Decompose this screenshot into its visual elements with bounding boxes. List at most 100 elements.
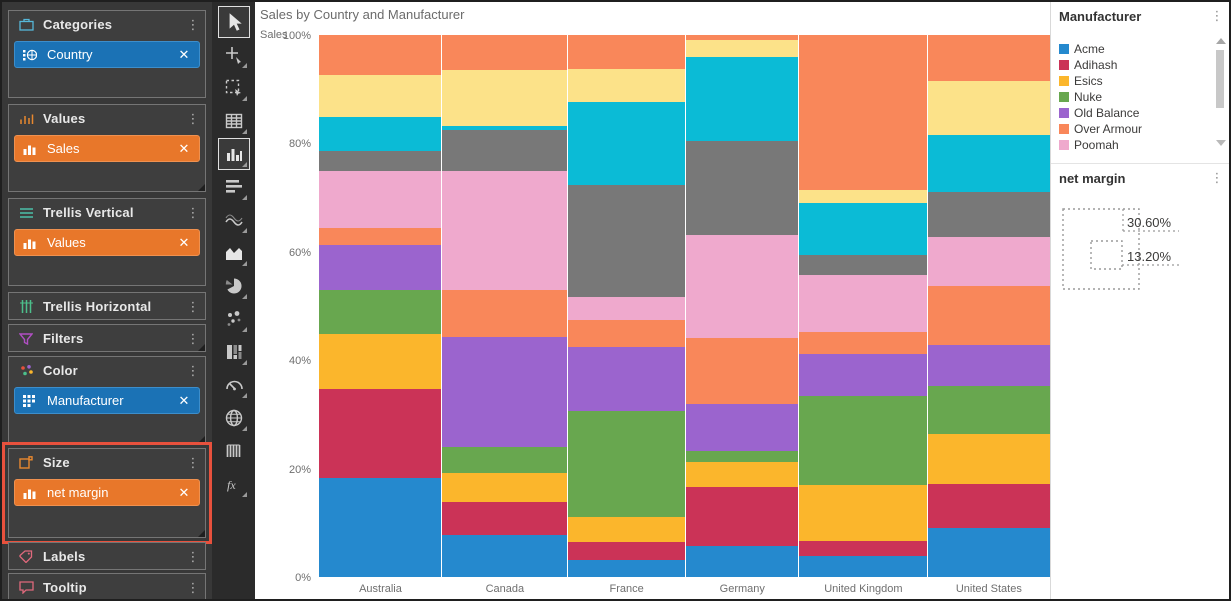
tool-scatter-chart-icon[interactable] xyxy=(218,303,250,335)
mekko-segment-hidden-10[interactable] xyxy=(685,39,798,57)
scroll-down-icon[interactable] xyxy=(1216,140,1226,146)
field-chip-values[interactable]: Values ✕ xyxy=(14,229,200,256)
field-chip-manufacturer[interactable]: Manufacturer ✕ xyxy=(14,387,200,414)
scroll-up-icon[interactable] xyxy=(1216,38,1226,44)
tool-sparkline-strip-icon[interactable] xyxy=(218,435,250,467)
mekko-segment-hidden-10[interactable] xyxy=(319,74,441,118)
mekko-segment-hidden-8[interactable] xyxy=(798,255,927,275)
mekko-segment-hidden-10[interactable] xyxy=(927,81,1050,136)
mekko-segment-old-balance[interactable] xyxy=(685,403,798,452)
mekko-segment-acme[interactable] xyxy=(798,555,927,577)
mekko-segment-adihash[interactable] xyxy=(798,541,927,556)
mekko-segment-hidden-8[interactable] xyxy=(567,185,685,297)
mekko-segment-poomah[interactable] xyxy=(319,170,441,229)
mekko-segment-esics[interactable] xyxy=(798,485,927,542)
mekko-segment-hidden-8[interactable] xyxy=(685,141,798,235)
tool-gauge-icon[interactable] xyxy=(218,369,250,401)
tool-table-icon[interactable] xyxy=(218,105,250,137)
mekko-segment-old-balance[interactable] xyxy=(927,345,1050,386)
mekko-segment-hidden-11[interactable] xyxy=(798,35,927,191)
kebab-menu-icon[interactable]: ⋮ xyxy=(186,204,200,220)
legend-item-esics[interactable]: Esics xyxy=(1059,73,1229,89)
mekko-segment-over-armour[interactable] xyxy=(798,332,927,354)
mekko-segment-nuke[interactable] xyxy=(798,396,927,486)
kebab-menu-icon[interactable]: ⋮ xyxy=(186,579,200,595)
mekko-segment-nuke[interactable] xyxy=(685,451,798,463)
mekko-segment-hidden-9[interactable] xyxy=(567,102,685,186)
mekko-segment-hidden-9[interactable] xyxy=(441,125,567,131)
mekko-segment-hidden-9[interactable] xyxy=(798,202,927,256)
mekko-segment-hidden-10[interactable] xyxy=(798,190,927,203)
mekko-segment-hidden-10[interactable] xyxy=(567,68,685,103)
mekko-segment-poomah[interactable] xyxy=(927,237,1050,286)
mekko-segment-nuke[interactable] xyxy=(319,289,441,335)
mekko-segment-hidden-11[interactable] xyxy=(441,35,567,71)
legend-item-old-balance[interactable]: Old Balance xyxy=(1059,105,1229,121)
kebab-menu-icon[interactable]: ⋮ xyxy=(186,454,200,470)
legend-item-nuke[interactable]: Nuke xyxy=(1059,89,1229,105)
mekko-segment-adihash[interactable] xyxy=(927,483,1050,529)
mekko-segment-adihash[interactable] xyxy=(441,502,567,536)
tool-line-chart-icon[interactable] xyxy=(218,204,250,236)
mekko-segment-esics[interactable] xyxy=(441,472,567,503)
kebab-menu-icon[interactable]: ⋮ xyxy=(186,298,200,314)
remove-field-icon[interactable]: ✕ xyxy=(178,484,190,500)
kebab-menu-icon[interactable]: ⋮ xyxy=(186,110,200,126)
mekko-segment-esics[interactable] xyxy=(319,334,441,389)
legend-scrollbar[interactable] xyxy=(1215,38,1226,146)
mekko-segment-poomah[interactable] xyxy=(685,234,798,339)
mekko-segment-over-armour[interactable] xyxy=(927,286,1050,346)
mekko-segment-poomah[interactable] xyxy=(798,274,927,333)
mekko-segment-nuke[interactable] xyxy=(567,411,685,517)
mekko-segment-over-armour[interactable] xyxy=(567,320,685,347)
tool-fx-function-icon[interactable]: fx xyxy=(218,468,250,500)
kebab-menu-icon[interactable]: ⋮ xyxy=(186,330,200,346)
mekko-segment-nuke[interactable] xyxy=(927,385,1050,434)
tool-bar-chart-icon[interactable] xyxy=(218,171,250,203)
kebab-menu-icon[interactable]: ⋮ xyxy=(186,548,200,564)
mekko-segment-hidden-11[interactable] xyxy=(685,35,798,40)
kebab-menu-icon[interactable]: ⋮ xyxy=(186,362,200,378)
mekko-segment-hidden-11[interactable] xyxy=(927,35,1050,82)
tool-pie-chart-icon[interactable] xyxy=(218,270,250,302)
mekko-segment-hidden-8[interactable] xyxy=(441,130,567,171)
mekko-segment-acme[interactable] xyxy=(927,528,1050,577)
mekko-segment-hidden-9[interactable] xyxy=(685,56,798,142)
mekko-segment-hidden-10[interactable] xyxy=(441,70,567,126)
scrollbar-thumb[interactable] xyxy=(1216,50,1224,108)
mekko-segment-acme[interactable] xyxy=(567,560,685,577)
mekko-segment-nuke[interactable] xyxy=(441,446,567,473)
field-chip-net-margin[interactable]: net margin ✕ xyxy=(14,479,200,506)
mekko-segment-old-balance[interactable] xyxy=(567,346,685,412)
tool-column-chart-icon[interactable] xyxy=(217,138,250,170)
tool-mekko-chart-icon[interactable] xyxy=(218,336,250,368)
kebab-menu-icon[interactable]: ⋮ xyxy=(186,16,200,32)
size-legend-kebab-menu-icon[interactable]: ⋮ xyxy=(1210,170,1224,185)
legend-item-adihash[interactable]: Adihash xyxy=(1059,57,1229,73)
mekko-segment-over-armour[interactable] xyxy=(685,338,798,404)
mekko-segment-hidden-11[interactable] xyxy=(567,35,685,69)
remove-field-icon[interactable]: ✕ xyxy=(178,140,190,156)
remove-field-icon[interactable]: ✕ xyxy=(178,46,190,62)
mekko-segment-esics[interactable] xyxy=(927,433,1050,484)
mekko-segment-adihash[interactable] xyxy=(567,541,685,561)
tool-globe-map-icon[interactable] xyxy=(218,402,250,434)
mekko-segment-adihash[interactable] xyxy=(319,388,441,479)
mekko-segment-over-armour[interactable] xyxy=(319,228,441,245)
tool-crosshair-pointer-icon[interactable] xyxy=(218,39,250,71)
mekko-segment-adihash[interactable] xyxy=(685,487,798,546)
mekko-segment-esics[interactable] xyxy=(567,516,685,542)
remove-field-icon[interactable]: ✕ xyxy=(178,392,190,408)
legend-item-acme[interactable]: Acme xyxy=(1059,41,1229,57)
mekko-segment-poomah[interactable] xyxy=(567,296,685,321)
legend-item-over-armour[interactable]: Over Armour xyxy=(1059,121,1229,137)
mekko-segment-old-balance[interactable] xyxy=(319,244,441,290)
mekko-segment-acme[interactable] xyxy=(319,478,441,577)
mekko-segment-acme[interactable] xyxy=(685,545,798,577)
mekko-segment-hidden-8[interactable] xyxy=(927,191,1050,238)
field-chip-sales[interactable]: Sales ✕ xyxy=(14,135,200,162)
tool-select-pointer-icon[interactable] xyxy=(217,6,250,38)
mekko-segment-hidden-9[interactable] xyxy=(927,135,1050,192)
remove-field-icon[interactable]: ✕ xyxy=(178,234,190,250)
tool-area-chart-icon[interactable] xyxy=(218,237,250,269)
